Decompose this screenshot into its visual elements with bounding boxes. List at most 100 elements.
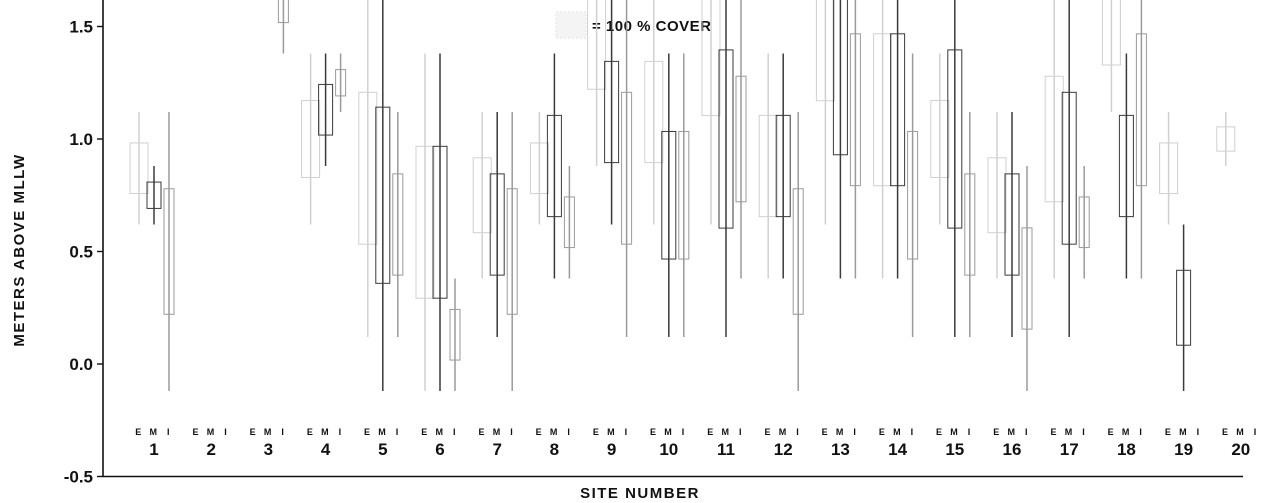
habitat-label: I bbox=[796, 427, 800, 437]
cover-box bbox=[506, 188, 518, 315]
site-number-label: 11 bbox=[717, 440, 735, 459]
cover-box bbox=[335, 69, 347, 97]
cover-box bbox=[563, 196, 575, 249]
cover-box bbox=[735, 75, 747, 203]
site-number-label: 13 bbox=[831, 440, 850, 459]
habitat-label: E bbox=[307, 427, 315, 437]
legend-swatch bbox=[555, 11, 587, 39]
cover-box bbox=[758, 114, 778, 218]
site-number-label: 14 bbox=[888, 440, 907, 459]
habitat-label: E bbox=[421, 427, 429, 437]
habitat-label: E bbox=[879, 427, 887, 437]
cover-box bbox=[964, 173, 976, 276]
cover-box bbox=[1078, 196, 1090, 249]
cover-box bbox=[449, 308, 461, 361]
habitat-label: E bbox=[250, 427, 258, 437]
cover-box bbox=[1101, 0, 1121, 66]
habitat-label: M bbox=[436, 427, 445, 437]
habitat-label: E bbox=[1108, 427, 1116, 437]
cover-box bbox=[907, 130, 919, 260]
cover-box bbox=[987, 157, 1007, 234]
cover-box bbox=[546, 114, 562, 218]
cover-box bbox=[849, 33, 861, 187]
legend: = 100 % COVER bbox=[555, 11, 711, 39]
habitat-label: E bbox=[822, 427, 830, 437]
y-axis-title: METERS ABOVE MLLW bbox=[11, 153, 28, 346]
habitat-label: M bbox=[1236, 427, 1245, 437]
cover-box bbox=[277, 0, 289, 24]
habitat-label: M bbox=[607, 427, 616, 437]
site-number-label: 5 bbox=[378, 440, 387, 459]
cover-box bbox=[621, 91, 633, 245]
cover-box bbox=[947, 49, 963, 229]
cover-box bbox=[775, 114, 791, 218]
habitat-label: E bbox=[135, 427, 143, 437]
habitat-label: I bbox=[739, 427, 743, 437]
cover-box bbox=[604, 60, 620, 164]
habitat-label: I bbox=[224, 427, 228, 437]
habitat-label: E bbox=[764, 427, 772, 437]
cover-box bbox=[301, 100, 321, 178]
habitat-label: E bbox=[593, 427, 601, 437]
cover-box bbox=[1118, 114, 1134, 218]
x-axis-title: SITE NUMBER bbox=[580, 485, 700, 502]
habitat-label: I bbox=[339, 427, 343, 437]
y-tick-label: 0.5 bbox=[69, 243, 93, 262]
legend-text: = 100 % COVER bbox=[592, 18, 711, 35]
habitat-label: E bbox=[1222, 427, 1230, 437]
habitat-label: M bbox=[207, 427, 216, 437]
site-number-label: 17 bbox=[1060, 440, 1079, 459]
habitat-label: I bbox=[1197, 427, 1201, 437]
y-tick-label: 1.0 bbox=[69, 130, 93, 149]
cover-box bbox=[701, 0, 721, 117]
cover-box bbox=[930, 100, 950, 178]
habitat-label: M bbox=[321, 427, 330, 437]
cover-box bbox=[1159, 142, 1179, 195]
habitat-label: E bbox=[1165, 427, 1173, 437]
y-axis-ticks: -0.50.00.51.01.52.02.53.0 bbox=[64, 18, 103, 487]
cover-box bbox=[1061, 91, 1077, 245]
site-number-label: 16 bbox=[1003, 440, 1022, 459]
habitat-label: I bbox=[911, 427, 915, 437]
cover-box bbox=[163, 188, 175, 315]
site-number-label: 20 bbox=[1231, 440, 1250, 459]
site-number-label: 6 bbox=[435, 440, 444, 459]
habitat-label: I bbox=[1139, 427, 1143, 437]
cover-box bbox=[832, 0, 848, 156]
habitat-label: I bbox=[682, 427, 686, 437]
cover-box bbox=[318, 83, 334, 136]
habitat-label: I bbox=[453, 427, 457, 437]
habitat-label: E bbox=[993, 427, 1001, 437]
site-number-label: 7 bbox=[492, 440, 501, 459]
habitat-label: M bbox=[779, 427, 788, 437]
habitat-label: I bbox=[1254, 427, 1258, 437]
y-tick-label: 1.5 bbox=[69, 18, 93, 37]
cover-box bbox=[392, 173, 404, 276]
cover-box bbox=[358, 91, 378, 245]
habitat-label: M bbox=[836, 427, 845, 437]
habitat-label: I bbox=[968, 427, 972, 437]
habitat-label: E bbox=[1050, 427, 1058, 437]
habitat-label: M bbox=[1179, 427, 1188, 437]
cover-box bbox=[644, 60, 664, 164]
habitat-label: M bbox=[893, 427, 902, 437]
site-number-label: 8 bbox=[550, 440, 559, 459]
cover-box bbox=[1044, 75, 1064, 203]
cover-box bbox=[415, 145, 435, 299]
site-number-label: 3 bbox=[264, 440, 273, 459]
site-number-label: 15 bbox=[945, 440, 964, 459]
cover-box bbox=[815, 0, 835, 102]
cover-box bbox=[432, 145, 448, 299]
cover-box bbox=[678, 130, 690, 260]
habitat-label: I bbox=[396, 427, 400, 437]
habitat-label: E bbox=[536, 427, 544, 437]
site-number-label: 9 bbox=[607, 440, 616, 459]
plot-area bbox=[129, 0, 1236, 391]
cover-box bbox=[529, 142, 549, 195]
habitat-label: M bbox=[1065, 427, 1074, 437]
habitat-label: M bbox=[550, 427, 559, 437]
habitat-label: M bbox=[264, 427, 273, 437]
cover-box bbox=[472, 157, 492, 234]
site-number-label: 2 bbox=[206, 440, 215, 459]
